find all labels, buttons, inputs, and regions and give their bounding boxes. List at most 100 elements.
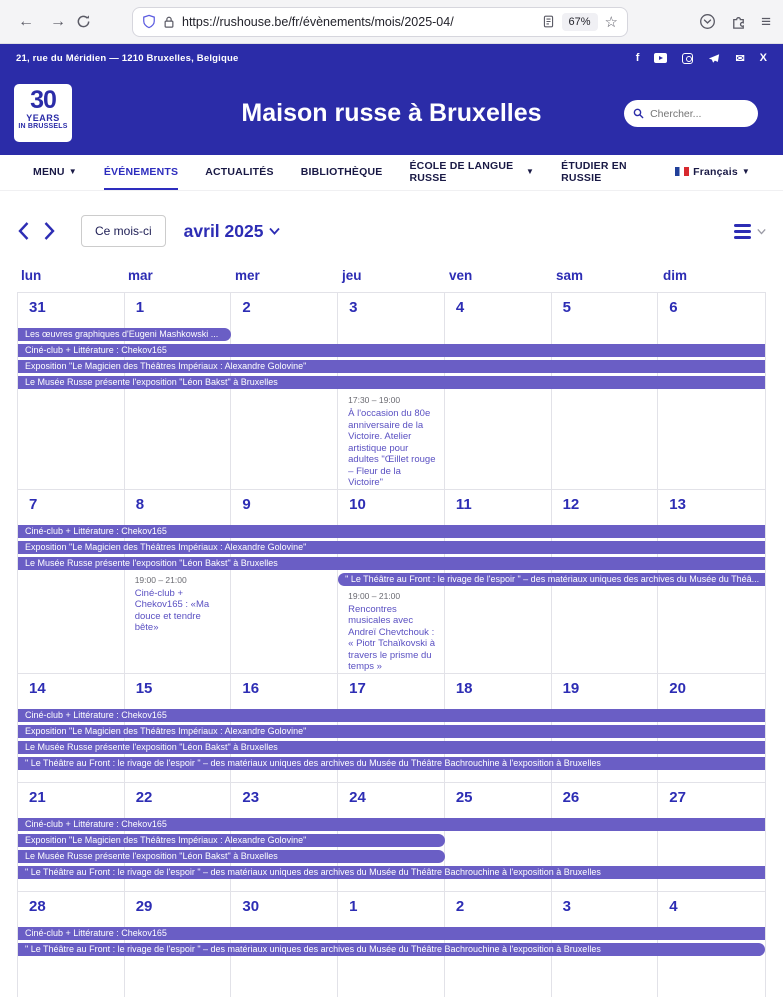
back-button[interactable]: ← (12, 8, 40, 36)
this-month-button[interactable]: Ce mois-ci (81, 215, 166, 247)
nav-ecole-langue-russe[interactable]: ÉCOLE DE LANGUE RUSSE ▼ (409, 159, 535, 184)
list-view-icon (734, 223, 751, 239)
date-cell: 9 (242, 495, 251, 513)
telegram-icon[interactable] (708, 53, 720, 64)
chevron-down-icon: ▼ (68, 166, 77, 176)
date-cell: 6 (669, 299, 678, 316)
event-bar[interactable]: Ciné-club + Littérature : Chekov165 (18, 524, 765, 538)
url-bar[interactable]: https://rushouse.be/fr/évènements/mois/2… (132, 6, 628, 37)
calendar-event[interactable]: 17:30 – 19:00 À l'occasion du 80e annive… (338, 393, 445, 489)
search-icon (633, 108, 644, 119)
date-cell: 3 (349, 299, 358, 316)
event-bar[interactable]: Ciné-club + Littérature : Chekov165 (18, 926, 765, 940)
view-switcher[interactable] (734, 223, 766, 239)
day-header: sam (556, 268, 584, 283)
date-cell: 1 (349, 897, 358, 915)
day-header: mer (235, 268, 260, 283)
event-bar[interactable]: Exposition "Le Magicien des Théâtres Imp… (18, 540, 765, 554)
event-bar[interactable]: " Le Théâtre au Front : le rivage de l'e… (338, 572, 765, 586)
calendar-week-5: 28 29 30 1 2 3 4 Ciné-club + Littérature… (18, 891, 765, 997)
date-cell: 18 (455, 679, 473, 697)
event-time: 17:30 – 19:00 (348, 395, 401, 405)
search-input[interactable] (650, 107, 749, 120)
event-title: Rencontres musicales avec Andreï Chevtch… (348, 603, 436, 673)
date-cell: 12 (562, 495, 580, 513)
event-bar[interactable]: Les œuvres graphiques d'Eugeni Mashkowsk… (18, 328, 232, 341)
reader-view-icon[interactable] (542, 15, 555, 28)
day-header: jeu (342, 268, 362, 283)
chevron-down-icon: ▼ (741, 166, 750, 176)
nav-etudier-en-russie[interactable]: ÉTUDIER EN RUSSIE (561, 159, 627, 184)
prev-month-button[interactable] (17, 221, 30, 241)
event-bar[interactable]: Ciné-club + Littérature : Chekov165 (18, 344, 765, 357)
day-header: ven (449, 268, 473, 283)
nav-evenements[interactable]: ÉVÉNEMENTS (103, 155, 179, 190)
event-bar[interactable]: " Le Théâtre au Front : le rivage de l'e… (18, 865, 765, 879)
date-cell: 8 (135, 495, 145, 513)
email-icon[interactable]: ✉ (735, 52, 745, 65)
nav-bibliotheque[interactable]: BIBLIOTHÈQUE (300, 165, 383, 178)
main-nav: MENU ▼ ÉVÉNEMENTS ACTUALITÉS BIBLIOTHÈQUE… (0, 155, 783, 191)
calendar-grid: 31 1 2 3 4 5 6 Les œuvres graphiques d'E… (17, 292, 766, 997)
next-month-button[interactable] (43, 221, 56, 241)
date-cell: 30 (242, 897, 260, 915)
day-header: lun (21, 268, 42, 283)
reload-button[interactable] (76, 8, 104, 36)
date-cell: 26 (562, 788, 580, 806)
event-bar[interactable]: Le Musée Russe présente l'exposition "Lé… (18, 556, 765, 570)
extensions-icon[interactable] (730, 13, 747, 30)
date-cell: 28 (29, 897, 46, 915)
event-bar[interactable]: Le Musée Russe présente l'exposition "Lé… (18, 376, 765, 389)
url-input[interactable]: https://rushouse.be/fr/évènements/mois/2… (182, 14, 454, 29)
day-header: mar (128, 268, 153, 283)
language-selector[interactable]: Français ▼ (675, 155, 750, 190)
nav-actualites[interactable]: ACTUALITÉS (205, 165, 274, 178)
bookmark-star-icon[interactable]: ☆ (604, 13, 618, 31)
date-cell: 27 (669, 788, 686, 806)
event-bar[interactable]: Exposition "Le Magicien des Théâtres Imp… (18, 724, 765, 738)
event-bar[interactable]: Ciné-club + Littérature : Chekov165 (18, 817, 765, 831)
date-cell: 31 (29, 299, 46, 316)
site-header: 30 YEARS IN BRUSSELS Maison russe à Brux… (0, 72, 783, 155)
tracking-shield-icon[interactable] (142, 14, 156, 29)
event-bar[interactable]: Le Musée Russe présente l'exposition "Lé… (18, 740, 765, 754)
pocket-icon[interactable] (699, 13, 716, 30)
date-cell: 4 (455, 299, 465, 316)
date-cell: 22 (135, 788, 153, 806)
event-time: 19:00 – 21:00 (348, 590, 401, 601)
site-topbar: 21, rue du Méridien — 1210 Bruxelles, Be… (0, 44, 783, 72)
date-cell: 29 (135, 897, 153, 915)
date-cell: 10 (349, 495, 366, 513)
lock-icon[interactable] (163, 15, 175, 29)
calendar-week-2: 7 8 9 10 11 12 13 Ciné-club + Littératur… (18, 489, 765, 674)
nav-menu[interactable]: MENU ▼ (33, 165, 77, 178)
event-bar[interactable]: " Le Théâtre au Front : le rivage de l'e… (18, 942, 765, 956)
french-flag-icon (675, 167, 690, 176)
event-bar[interactable]: Exposition "Le Magicien des Théâtres Imp… (18, 360, 765, 373)
browser-menu-icon[interactable]: ≡ (761, 11, 771, 31)
browser-toolbar: ← → https://rushouse.be/fr/évènements/mo… (0, 0, 783, 44)
month-dropdown[interactable]: avril 2025 (184, 221, 281, 242)
event-bar[interactable]: Le Musée Russe présente l'exposition "Lé… (18, 849, 445, 863)
zoom-level-badge[interactable]: 67% (561, 12, 598, 31)
youtube-icon[interactable] (654, 53, 668, 63)
chevron-down-icon (757, 228, 766, 235)
forward-button[interactable]: → (44, 8, 72, 36)
x-twitter-icon[interactable]: X (759, 52, 767, 64)
date-cell: 17 (349, 679, 366, 697)
date-cell: 24 (349, 788, 366, 806)
date-cell: 4 (669, 897, 678, 915)
event-time: 19:00 – 21:00 (134, 574, 187, 585)
event-bar[interactable]: " Le Théâtre au Front : le rivage de l'e… (18, 756, 765, 770)
facebook-icon[interactable]: f (635, 52, 640, 64)
event-bar[interactable]: Exposition "Le Magicien des Théâtres Imp… (18, 833, 445, 847)
day-header: dim (663, 268, 688, 283)
chevron-down-icon: ▼ (526, 166, 535, 176)
search-box[interactable] (624, 100, 758, 127)
instagram-icon[interactable] (682, 52, 694, 64)
site-logo[interactable]: 30 YEARS IN BRUSSELS (14, 84, 72, 142)
calendar-event[interactable]: 19:00 – 21:00 Rencontres musicales avec … (338, 589, 445, 673)
page-title: Maison russe à Bruxelles (241, 99, 542, 127)
event-bar[interactable]: Ciné-club + Littérature : Chekov165 (18, 708, 765, 722)
calendar-event[interactable]: 19:00 – 21:00 Ciné-club + Chekov165 : «M… (125, 573, 232, 673)
